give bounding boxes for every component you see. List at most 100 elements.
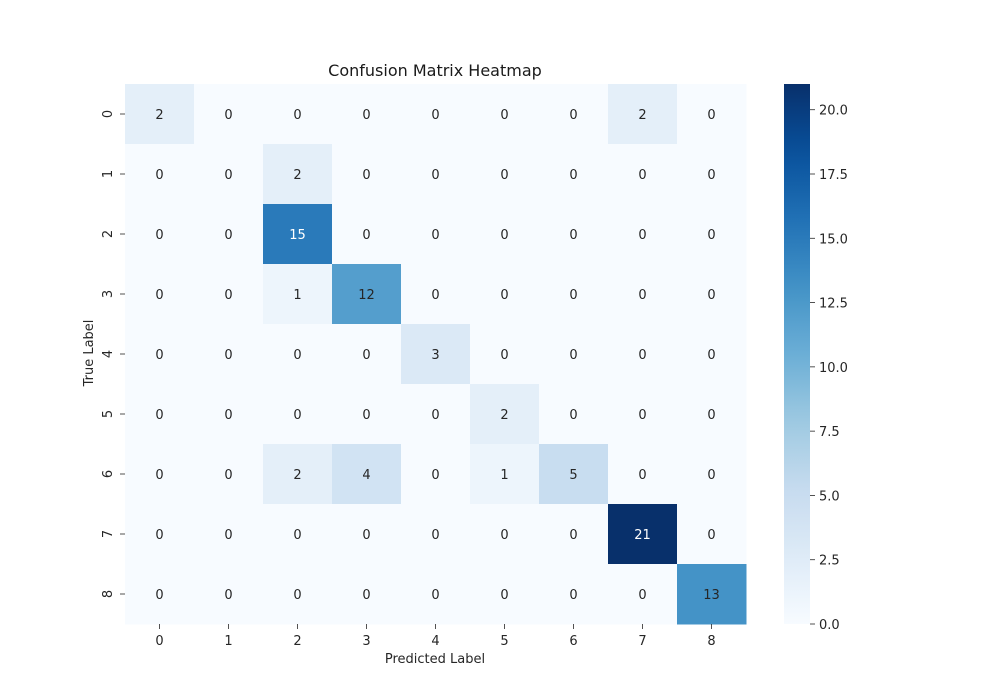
heatmap-cell-value-2-1: 0 [224, 228, 232, 243]
heatmap-cell-2-0 [125, 204, 195, 265]
heatmap-cell-4-3 [332, 324, 402, 385]
heatmap-cell-1-5 [470, 144, 540, 205]
colorbar: 0.0 2.5 5.0 7.5 10.0 12.5 15.0 17.5 20.0 [784, 84, 848, 633]
x-axis-ticks: 0 1 2 3 4 5 6 7 8 [155, 624, 716, 649]
heatmap-cell-value-0-5: 0 [500, 108, 508, 123]
heatmap-cell-value-7-2: 0 [293, 528, 301, 543]
heatmap-cell-value-4-1: 0 [224, 348, 232, 363]
colorbar-gradient [784, 84, 810, 624]
colorbar-tick-label-3: 7.5 [819, 425, 840, 440]
heatmap-cell-6-4 [401, 444, 471, 505]
heatmap-cell-value-8-5: 0 [500, 588, 508, 603]
colorbar-tick-label-8: 20.0 [819, 104, 848, 119]
heatmap-cell-8-5 [470, 564, 540, 625]
y-axis-ticks: 0 1 2 3 4 5 6 7 8 [101, 110, 125, 598]
heatmap-cell-value-4-5: 0 [500, 348, 508, 363]
heatmap-cell-value-1-8: 0 [707, 168, 715, 183]
heatmap-cell-value-1-7: 0 [638, 168, 646, 183]
x-tick-label-7: 7 [638, 634, 646, 649]
heatmap-cell-3-5 [470, 264, 540, 325]
heatmap-cell-7-4 [401, 504, 471, 565]
colorbar-tick-label-0: 0.0 [819, 618, 840, 633]
colorbar-tick-label-5: 12.5 [819, 297, 848, 312]
heatmap-cell-value-3-0: 0 [155, 288, 163, 303]
heatmap-cell-value-7-4: 0 [431, 528, 439, 543]
heatmap-cell-value-2-8: 0 [707, 228, 715, 243]
x-axis-label: Predicted Label [385, 652, 485, 667]
heatmap-cell-value-5-5: 2 [500, 408, 508, 423]
heatmap-cell-6-8 [677, 444, 747, 505]
heatmap-cell-5-3 [332, 384, 402, 445]
heatmap-cell-value-2-4: 0 [431, 228, 439, 243]
heatmap-cell-1-3 [332, 144, 402, 205]
heatmap-cell-value-2-7: 0 [638, 228, 646, 243]
heatmap-cell-5-0 [125, 384, 195, 445]
heatmap-cell-0-2 [263, 84, 333, 145]
colorbar-tick-label-7: 17.5 [819, 168, 848, 183]
heatmap-cell-value-4-6: 0 [569, 348, 577, 363]
heatmap-cell-value-4-3: 0 [362, 348, 370, 363]
heatmap-cell-value-4-7: 0 [638, 348, 646, 363]
heatmap-cell-1-0 [125, 144, 195, 205]
heatmap-cell-7-2 [263, 504, 333, 565]
heatmap-cell-value-0-1: 0 [224, 108, 232, 123]
heatmap-cell-value-5-3: 0 [362, 408, 370, 423]
heatmap-cell-6-3 [332, 444, 402, 505]
heatmap-cell-7-3 [332, 504, 402, 565]
x-tick-label-1: 1 [224, 634, 232, 649]
heatmap-cell-6-0 [125, 444, 195, 505]
x-tick-label-3: 3 [362, 634, 370, 649]
heatmap-cell-value-1-5: 0 [500, 168, 508, 183]
heatmap-cell-value-5-4: 0 [431, 408, 439, 423]
heatmap-cell-value-6-1: 0 [224, 468, 232, 483]
heatmap-cell-5-1 [194, 384, 264, 445]
x-tick-label-2: 2 [293, 634, 301, 649]
heatmap-cell-value-5-2: 0 [293, 408, 301, 423]
heatmap-cell-4-4 [401, 324, 471, 385]
heatmap-cell-value-0-0: 2 [155, 108, 163, 123]
heatmap-cell-5-5 [470, 384, 540, 445]
heatmap-cell-2-5 [470, 204, 540, 265]
heatmap-cell-8-1 [194, 564, 264, 625]
heatmap-cell-5-2 [263, 384, 333, 445]
heatmap-cell-2-6 [539, 204, 609, 265]
heatmap-cell-value-4-4: 3 [431, 348, 439, 363]
heatmap-cell-5-4 [401, 384, 471, 445]
heatmap-cell-value-0-2: 0 [293, 108, 301, 123]
heatmap-cell-value-6-6: 5 [569, 468, 577, 483]
heatmap-cell-value-4-2: 0 [293, 348, 301, 363]
heatmap-cell-5-6 [539, 384, 609, 445]
heatmap-cell-8-6 [539, 564, 609, 625]
heatmap-cell-1-4 [401, 144, 471, 205]
heatmap-cell-1-7 [608, 144, 678, 205]
heatmap-cell-value-1-6: 0 [569, 168, 577, 183]
heatmap-cell-value-4-8: 0 [707, 348, 715, 363]
heatmap-cell-7-6 [539, 504, 609, 565]
heatmap-cell-value-3-5: 0 [500, 288, 508, 303]
heatmap-cell-7-7 [608, 504, 678, 565]
heatmap-cell-value-3-4: 0 [431, 288, 439, 303]
heatmap-cell-value-1-3: 0 [362, 168, 370, 183]
heatmap-cell-value-5-7: 0 [638, 408, 646, 423]
y-tick-label-0: 0 [101, 110, 116, 118]
heatmap-cell-0-5 [470, 84, 540, 145]
heatmap-cell-value-6-8: 0 [707, 468, 715, 483]
heatmap-cell-value-0-6: 0 [569, 108, 577, 123]
heatmap-cell-value-3-1: 0 [224, 288, 232, 303]
heatmap-cell-7-1 [194, 504, 264, 565]
heatmap-cell-3-4 [401, 264, 471, 325]
heatmap-cell-1-2 [263, 144, 333, 205]
heatmap-cell-value-0-7: 2 [638, 108, 646, 123]
heatmap-cell-8-0 [125, 564, 195, 625]
heatmap-cell-value-1-1: 0 [224, 168, 232, 183]
heatmap-cell-value-8-1: 0 [224, 588, 232, 603]
heatmap-cell-3-8 [677, 264, 747, 325]
heatmap-cell-3-7 [608, 264, 678, 325]
heatmap-cell-value-3-6: 0 [569, 288, 577, 303]
heatmap-cell-value-7-8: 0 [707, 528, 715, 543]
heatmap-cell-value-8-7: 0 [638, 588, 646, 603]
colorbar-tick-label-4: 10.0 [819, 361, 848, 376]
colorbar-tick-label-6: 15.0 [819, 232, 848, 247]
y-tick-label-3: 3 [101, 290, 116, 298]
heatmap-cell-value-0-4: 0 [431, 108, 439, 123]
